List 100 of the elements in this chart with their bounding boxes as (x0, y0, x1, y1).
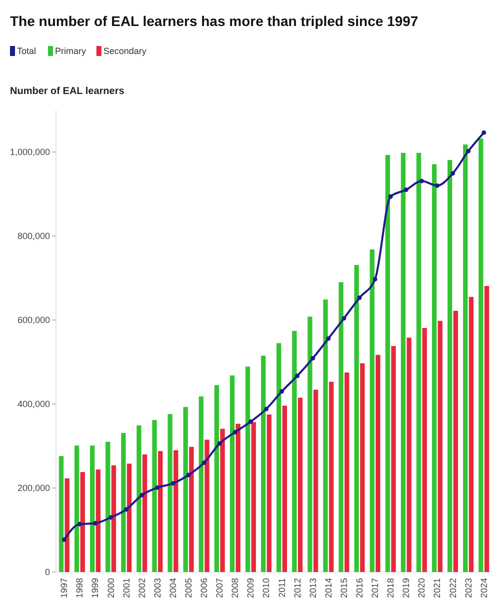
x-tick-label: 2000 (106, 578, 116, 598)
bar (220, 428, 225, 572)
bar (266, 414, 272, 572)
point (264, 406, 268, 412)
bar (142, 454, 148, 572)
bar (111, 465, 116, 572)
point (170, 481, 176, 486)
y-tick-label: 600,000 (17, 315, 50, 326)
point (62, 537, 66, 542)
point (342, 316, 346, 321)
point (155, 485, 160, 490)
bar (260, 356, 266, 572)
x-tick-label: 2010 (261, 578, 272, 598)
bar (422, 328, 427, 572)
bar (385, 154, 390, 572)
bar (189, 446, 194, 572)
point (202, 460, 206, 466)
bar (448, 160, 452, 572)
x-tick-label: 1998 (74, 578, 85, 598)
x-tick-label: 2009 (246, 578, 256, 598)
bar (96, 470, 100, 572)
bar (484, 286, 490, 572)
point (310, 356, 316, 360)
bar (308, 316, 312, 572)
bar (370, 249, 374, 572)
legend-label: Primary (55, 46, 86, 56)
bar (64, 478, 70, 572)
x-tick-label: 2002 (136, 578, 147, 598)
x-tick-label: 2017 (370, 578, 380, 598)
bar (354, 264, 359, 572)
point (232, 430, 238, 434)
point (372, 277, 378, 282)
bar (468, 296, 474, 572)
x-tick-label: 2012 (292, 578, 302, 598)
bar (90, 446, 95, 572)
bar (168, 414, 172, 572)
bar (406, 338, 412, 572)
x-tick-label: 2023 (463, 578, 474, 598)
point (466, 148, 471, 154)
point (326, 336, 331, 341)
bar (400, 152, 406, 572)
point (92, 521, 98, 526)
bar (391, 346, 396, 572)
legend-label: Secondary (103, 46, 147, 56)
bar (74, 446, 80, 572)
x-tick-label: 2007 (214, 578, 225, 598)
point (77, 522, 82, 526)
point (124, 507, 129, 512)
bar (174, 450, 178, 572)
y-tick-label: 0 (44, 567, 50, 578)
x-tick-label: 2013 (308, 578, 318, 598)
x-tick-label: 2008 (230, 578, 240, 598)
point (108, 515, 114, 520)
x-tick-label: 2015 (338, 578, 349, 598)
x-tick-label: 2021 (432, 578, 442, 598)
legend-label: Total (17, 46, 36, 56)
x-tick-label: 2024 (478, 578, 489, 598)
bar (245, 366, 250, 572)
x-tick-label: 2004 (168, 578, 178, 598)
point (419, 178, 424, 184)
x-tick-label: 2003 (152, 578, 162, 598)
bar (478, 138, 484, 572)
chart-title: The number of EAL learners has more than tripled since 1997 (10, 13, 418, 29)
bar (463, 144, 468, 572)
bar (416, 152, 422, 572)
bar (198, 396, 204, 572)
x-tick-label: 2001 (121, 578, 132, 598)
x-tick-label: 2005 (184, 578, 194, 598)
point (186, 472, 191, 478)
x-tick-label: 2014 (323, 578, 334, 598)
bar (158, 451, 163, 572)
x-tick-label: 2022 (448, 578, 458, 598)
y-tick-label: 200,000 (17, 483, 50, 494)
bar (214, 385, 220, 572)
bar (236, 424, 240, 572)
x-tick-label: 2016 (354, 578, 364, 598)
bar (453, 310, 458, 572)
bar (106, 442, 110, 572)
bar (152, 420, 157, 572)
bar (432, 164, 437, 572)
point (248, 419, 253, 424)
bar (376, 354, 380, 572)
x-tick-label: 2020 (416, 578, 427, 598)
bar (276, 343, 282, 572)
y-tick-label: 800,000 (17, 231, 50, 242)
point (434, 183, 440, 188)
bar (136, 425, 142, 572)
point (388, 194, 393, 199)
x-tick-label: 2018 (386, 578, 396, 598)
point (140, 492, 144, 498)
point (280, 389, 284, 394)
point (357, 295, 362, 300)
bar (298, 398, 303, 572)
point (404, 188, 408, 192)
point (482, 130, 486, 135)
y-tick-label: 400,000 (17, 399, 50, 410)
bar (360, 363, 365, 572)
point (217, 441, 222, 446)
bar (121, 432, 126, 572)
bar (292, 330, 297, 572)
